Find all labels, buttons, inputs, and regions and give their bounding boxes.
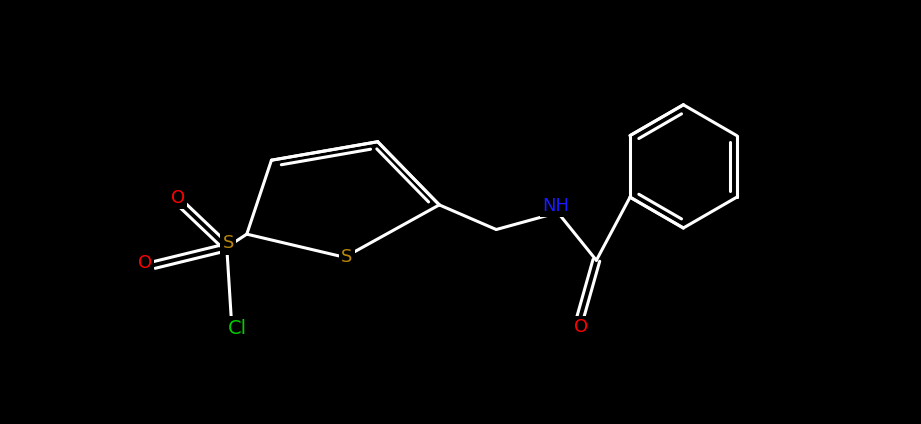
Text: O: O: [171, 189, 185, 207]
Text: S: S: [341, 248, 353, 266]
Text: NH: NH: [542, 197, 569, 215]
Text: O: O: [138, 254, 152, 272]
Text: S: S: [223, 234, 234, 252]
Text: Cl: Cl: [228, 318, 247, 338]
Text: O: O: [574, 318, 588, 336]
